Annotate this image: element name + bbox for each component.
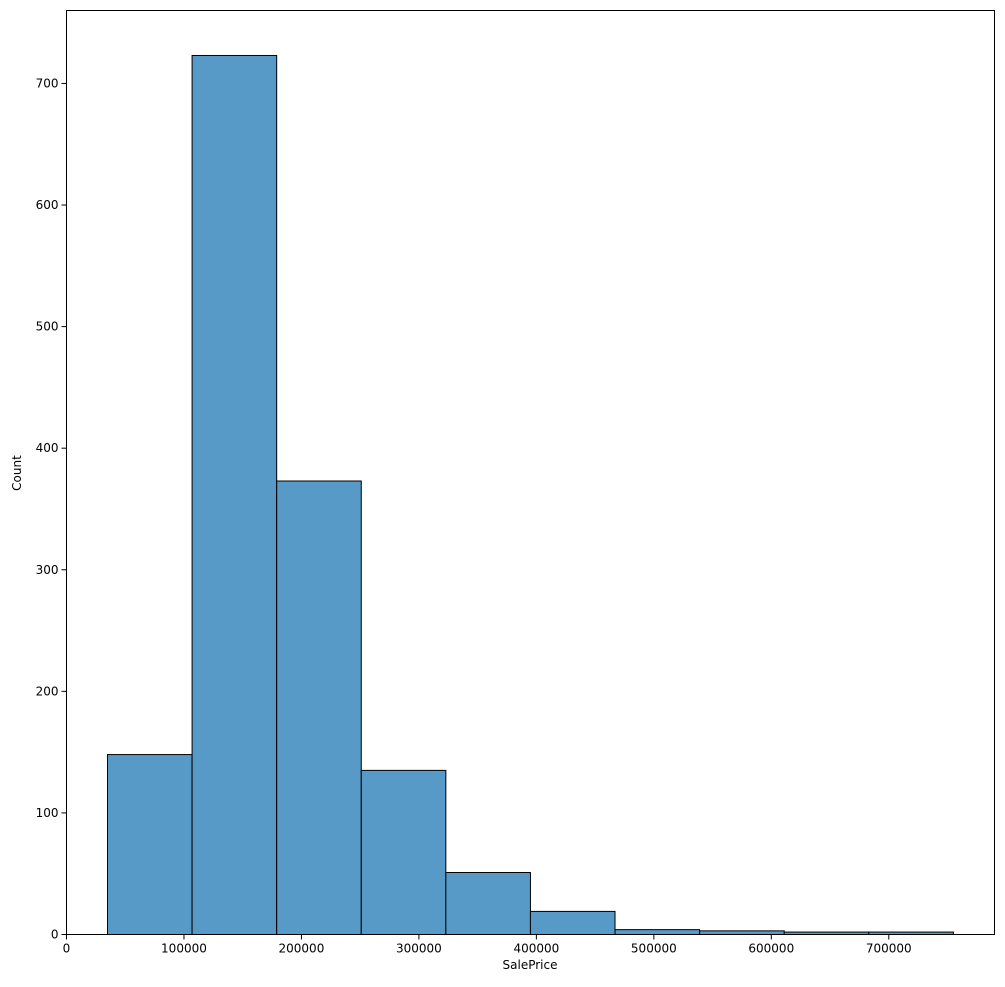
histogram-bar-0 [106,754,193,936]
histogram-bar-3 [360,769,447,935]
x-axis-ticks: 0 100000 200000 300000 400000 500000 600000 700… [63,934,912,956]
y-tick-label: 0 [51,928,59,942]
x-tick-label: 100000 [161,942,207,956]
x-tick-label: 500000 [631,942,677,956]
x-axis-label: SalePrice [503,958,558,972]
x-tick-label: 400000 [513,942,559,956]
y-tick-label: 500 [36,320,59,334]
y-tick-label: 700 [36,76,59,90]
histogram-bar-6 [614,929,701,935]
x-tick-label: 600000 [748,942,794,956]
histogram-bar-5 [529,910,616,936]
x-tick-label: 0 [63,942,71,956]
y-tick-label: 200 [36,684,59,698]
y-tick-label: 300 [36,563,59,577]
histogram-bar-4 [445,871,531,936]
x-tick-label: 700000 [866,942,912,956]
y-axis-label: Count [10,455,24,491]
histogram-bar-7 [699,930,785,936]
plot-frame [66,10,995,935]
y-tick-label: 100 [36,806,59,820]
histogram-bar-2 [276,480,362,935]
bars-group [106,54,954,936]
y-axis-ticks: 0 100 200 300 400 500 600 700 [36,76,67,942]
y-tick-label: 400 [36,441,59,455]
x-tick-label: 300000 [396,942,442,956]
y-tick-label: 600 [36,198,59,212]
x-tick-label: 200000 [279,942,325,956]
histogram-bar-1 [191,54,278,936]
